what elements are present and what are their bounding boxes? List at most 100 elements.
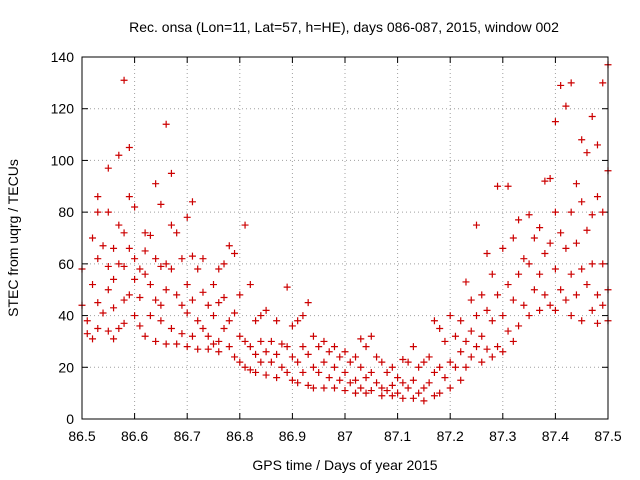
data-point xyxy=(94,208,102,216)
data-point xyxy=(530,286,538,294)
data-point xyxy=(341,387,349,395)
data-point xyxy=(567,312,575,320)
data-point xyxy=(473,343,480,351)
data-point xyxy=(551,118,559,126)
data-point xyxy=(588,306,596,314)
data-point xyxy=(420,384,428,392)
data-point xyxy=(89,335,97,343)
data-point xyxy=(215,265,223,273)
data-point xyxy=(152,180,160,188)
data-point xyxy=(341,368,349,376)
data-point xyxy=(367,332,375,340)
data-point xyxy=(425,353,433,361)
data-point xyxy=(467,327,475,335)
data-point xyxy=(136,322,144,330)
data-point xyxy=(504,281,512,289)
data-point xyxy=(304,299,312,307)
data-point xyxy=(104,262,112,270)
data-point xyxy=(578,136,586,144)
data-point xyxy=(494,182,502,190)
y-tick-label: 40 xyxy=(58,308,74,324)
x-tick-label: 87.1 xyxy=(384,428,411,444)
data-point xyxy=(467,296,475,304)
data-point xyxy=(183,213,191,221)
data-point xyxy=(194,345,202,353)
data-point xyxy=(572,180,580,188)
data-point xyxy=(94,299,102,307)
data-point xyxy=(436,325,444,332)
data-point xyxy=(599,208,607,216)
data-point xyxy=(294,379,302,387)
data-point xyxy=(162,286,170,294)
x-tick-label: 87 xyxy=(337,428,353,444)
data-point xyxy=(131,312,139,320)
data-point xyxy=(231,250,239,258)
data-point xyxy=(173,291,181,299)
data-point xyxy=(183,281,191,289)
data-point xyxy=(383,368,391,376)
data-point xyxy=(215,337,223,345)
data-point xyxy=(567,79,575,87)
data-point xyxy=(246,281,254,289)
data-point xyxy=(194,317,202,325)
data-point xyxy=(488,317,496,325)
data-point xyxy=(220,293,228,301)
data-point xyxy=(152,296,160,304)
data-point xyxy=(94,193,102,201)
data-point xyxy=(257,337,265,345)
x-tick-label: 86.9 xyxy=(279,428,306,444)
data-point xyxy=(515,216,523,224)
data-point xyxy=(578,198,586,206)
data-point xyxy=(593,291,601,299)
data-point xyxy=(557,229,565,237)
data-point xyxy=(546,175,554,183)
y-tick-label: 80 xyxy=(58,204,74,220)
data-point xyxy=(430,317,438,325)
data-point xyxy=(104,286,112,294)
data-point xyxy=(141,270,149,278)
plot-grid xyxy=(82,57,608,419)
data-point xyxy=(367,368,375,376)
data-point xyxy=(404,384,412,392)
data-point xyxy=(336,353,344,361)
data-point xyxy=(304,381,312,389)
data-point xyxy=(320,358,328,366)
data-point xyxy=(446,358,454,366)
data-point xyxy=(167,221,175,229)
data-point xyxy=(294,358,302,366)
data-point xyxy=(541,291,549,299)
data-point xyxy=(378,384,386,392)
data-point xyxy=(120,319,128,327)
y-tick-label: 100 xyxy=(51,152,75,168)
data-point xyxy=(83,317,91,325)
data-point xyxy=(99,242,107,250)
data-point xyxy=(388,381,396,389)
data-point xyxy=(336,376,344,384)
data-point xyxy=(430,392,438,400)
data-point xyxy=(320,384,328,392)
x-tick-label: 87.3 xyxy=(489,428,516,444)
data-point xyxy=(288,322,296,330)
data-point xyxy=(415,363,423,371)
x-tick-label: 86.7 xyxy=(174,428,201,444)
data-point xyxy=(562,244,570,252)
plot-frame xyxy=(81,56,609,420)
data-point xyxy=(162,120,170,128)
data-points xyxy=(78,61,612,405)
data-point xyxy=(478,332,486,340)
data-point xyxy=(131,275,139,283)
data-point xyxy=(199,288,207,296)
data-point xyxy=(225,242,233,250)
data-point xyxy=(225,343,233,351)
data-point xyxy=(588,112,596,120)
data-point xyxy=(557,286,565,294)
data-point xyxy=(162,340,170,348)
data-point xyxy=(541,250,549,258)
data-point xyxy=(362,343,370,351)
data-point xyxy=(231,309,239,317)
data-point xyxy=(509,234,517,242)
data-point xyxy=(499,244,507,252)
x-axis-label: GPS time / Days of year 2015 xyxy=(252,457,437,473)
data-point xyxy=(409,376,417,384)
data-point xyxy=(520,301,528,309)
